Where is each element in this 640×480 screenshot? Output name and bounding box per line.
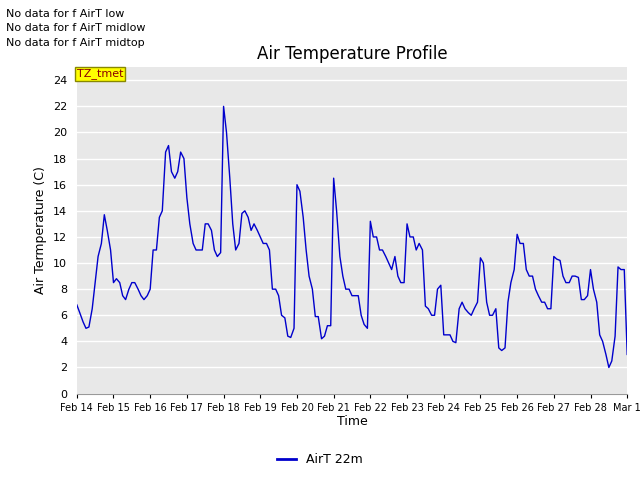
X-axis label: Time: Time <box>337 415 367 429</box>
Legend: AirT 22m: AirT 22m <box>272 448 368 471</box>
Text: No data for f AirT midlow: No data for f AirT midlow <box>6 23 146 33</box>
Text: TZ_tmet: TZ_tmet <box>77 68 124 79</box>
Title: Air Temperature Profile: Air Temperature Profile <box>257 45 447 63</box>
Y-axis label: Air Termperature (C): Air Termperature (C) <box>35 167 47 294</box>
Text: No data for f AirT low: No data for f AirT low <box>6 9 125 19</box>
Text: No data for f AirT midtop: No data for f AirT midtop <box>6 37 145 48</box>
